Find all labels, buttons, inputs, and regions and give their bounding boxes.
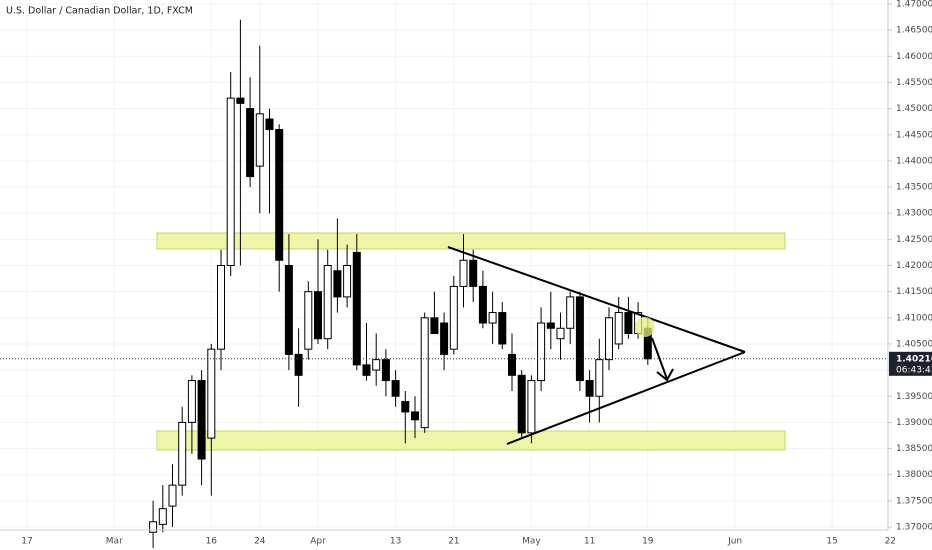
x-tick-label: May (522, 537, 541, 547)
candle-body (469, 259, 478, 287)
candle-body (498, 312, 507, 345)
candle-body (605, 317, 613, 361)
candle-body (391, 380, 400, 397)
last-price-box (889, 351, 932, 376)
y-tick-label: 1.47000 (896, 0, 932, 10)
y-tick-label: 1.41000 (896, 313, 932, 323)
x-tick-label: Apr (310, 537, 326, 547)
x-tick-label: Mar (106, 537, 123, 547)
candle-body (352, 251, 361, 366)
candle-body (430, 317, 439, 334)
candle-body (197, 380, 206, 460)
candle-body (149, 521, 158, 533)
candle-body (411, 411, 419, 421)
candle-body (508, 353, 516, 376)
grid (0, 0, 891, 530)
candle-body (381, 359, 390, 382)
resistance-zone (156, 232, 786, 250)
candle-body (168, 484, 177, 507)
candle-body (178, 421, 187, 486)
candle-body (440, 322, 449, 355)
candle-body (236, 97, 245, 104)
candle-body (585, 380, 594, 397)
arrow-head (656, 368, 674, 382)
candle-body (226, 97, 235, 266)
highlight-circle (635, 317, 655, 337)
candle-body (362, 364, 371, 376)
y-tick-label: 1.37000 (896, 523, 932, 533)
candles (149, 19, 652, 548)
x-tick-label: 22 (885, 537, 896, 547)
candle-body (488, 312, 497, 324)
candle-body (343, 265, 352, 298)
candle-body (265, 118, 274, 131)
y-tick-label: 1.46500 (896, 26, 932, 36)
triangle-upper-line (447, 246, 746, 353)
candle-body (546, 322, 555, 329)
x-tick-label: 17 (21, 537, 32, 547)
support-zone (156, 430, 786, 451)
candle-body (217, 265, 225, 350)
countdown-label: 06:43:43 (896, 365, 932, 375)
x-tick-label: 11 (584, 537, 595, 547)
candle-body (614, 312, 623, 345)
y-tick-label: 1.38000 (896, 470, 932, 480)
candle-body (314, 291, 322, 340)
y-tick-label: 1.46000 (896, 52, 932, 62)
candle-body (575, 296, 584, 382)
candle-body (294, 353, 303, 376)
x-tick-label: 13 (390, 537, 401, 547)
y-tick-label: 1.44500 (896, 130, 932, 140)
candle-body (566, 296, 575, 329)
x-tick-label: 16 (206, 537, 218, 547)
y-tick-label: 1.45000 (896, 104, 932, 114)
candle-body (459, 259, 468, 287)
y-tick-label: 1.44000 (896, 156, 932, 166)
y-tick-label: 1.43500 (896, 183, 932, 193)
candle-body (372, 359, 381, 371)
y-tick-label: 1.41500 (896, 287, 932, 297)
candle-body (158, 508, 167, 525)
candle-body (517, 374, 526, 434)
candle-body (323, 265, 332, 340)
candle-body (275, 129, 284, 261)
x-tick-label: 24 (254, 537, 266, 547)
arrow-shaft (651, 337, 668, 380)
y-tick-label: 1.45500 (896, 78, 932, 88)
chart-title: U.S. Dollar / Canadian Dollar, 1D, FXCM (6, 6, 193, 17)
candle-body (284, 265, 293, 355)
y-tick-label: 1.37500 (896, 496, 932, 506)
y-tick-label: 1.42000 (896, 261, 932, 271)
x-tick-label: Jun (727, 537, 742, 547)
candle-body (401, 400, 410, 413)
y-tick-label: 1.43000 (896, 209, 932, 219)
candle-body (304, 291, 313, 350)
y-tick-label: 1.38500 (896, 444, 932, 454)
candle-body (246, 108, 255, 178)
y-tick-label: 1.39000 (896, 418, 932, 428)
x-tick-label: 19 (642, 537, 654, 547)
triangle-lower-line (506, 351, 746, 445)
candle-body (449, 285, 458, 350)
candle-body (255, 113, 264, 167)
y-tick-label: 1.42500 (896, 235, 932, 245)
candle-body (187, 380, 196, 423)
x-tick-label: 21 (448, 537, 459, 547)
candle-body (556, 327, 565, 340)
candle-body (420, 317, 429, 429)
y-tick-label: 1.39500 (896, 392, 932, 402)
candle-body (595, 359, 604, 397)
x-tick-label: 15 (826, 537, 837, 547)
candle-body (527, 380, 536, 434)
candle-body (537, 322, 546, 382)
candle-body (333, 270, 342, 298)
candle-body (478, 285, 487, 324)
candle-body (624, 312, 633, 334)
y-tick-label: 1.40500 (896, 339, 932, 349)
candle-body (207, 348, 216, 439)
last-price-label: 1.40216 (896, 354, 932, 364)
